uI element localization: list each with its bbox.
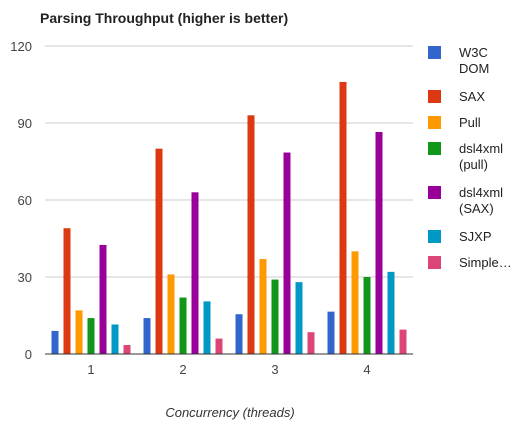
y-tick-label: 90 — [18, 116, 32, 131]
bar-series — [51, 81, 407, 354]
bar-dsl4xml-sax-1 — [99, 244, 107, 354]
bar-w3c-dom-1 — [51, 330, 59, 354]
bar-simple-1 — [123, 345, 131, 354]
bar-dsl4xml-sax-4 — [375, 131, 383, 354]
legend-swatch — [428, 256, 441, 269]
bar-sax-1 — [63, 228, 71, 354]
y-tick-label: 120 — [10, 39, 32, 54]
legend-label: Pull — [459, 115, 481, 130]
bar-pull-4 — [351, 251, 359, 354]
legend-swatch — [428, 46, 441, 59]
bar-pull-2 — [167, 274, 175, 354]
legend-swatch — [428, 116, 441, 129]
bar-sjxp-4 — [387, 271, 395, 354]
y-tick-label: 60 — [18, 193, 32, 208]
bar-sax-2 — [155, 148, 163, 354]
legend-label: (SAX) — [459, 201, 494, 216]
y-axis-ticks: 0 30 60 90 120 — [10, 39, 32, 362]
bar-w3c-dom-2 — [143, 318, 151, 354]
x-tick-label: 1 — [87, 362, 94, 377]
legend-label: dsl4xml — [459, 185, 503, 200]
bar-sjxp-3 — [295, 282, 303, 354]
y-tick-label: 0 — [25, 347, 32, 362]
bar-sax-3 — [247, 115, 255, 354]
x-axis-title: Concurrency (threads) — [165, 405, 294, 420]
bar-simple-3 — [307, 332, 315, 354]
legend-label: DOM — [459, 61, 489, 76]
bar-w3c-dom-4 — [327, 311, 335, 354]
legend: W3CDOMSAXPulldsl4xml(pull)dsl4xml(SAX)SJ… — [428, 45, 512, 270]
legend-label: dsl4xml — [459, 141, 503, 156]
bar-dsl4xml-pull-3 — [271, 279, 279, 354]
bar-dsl4xml-sax-2 — [191, 192, 199, 354]
bar-sjxp-1 — [111, 324, 119, 354]
y-tick-label: 30 — [18, 270, 32, 285]
bar-dsl4xml-pull-4 — [363, 277, 371, 354]
legend-label: SAX — [459, 89, 485, 104]
legend-label: W3C — [459, 45, 488, 60]
legend-swatch — [428, 230, 441, 243]
legend-label: (pull) — [459, 157, 488, 172]
bar-sax-4 — [339, 81, 347, 354]
bar-pull-3 — [259, 259, 267, 354]
bar-pull-1 — [75, 310, 83, 354]
x-tick-label: 2 — [179, 362, 186, 377]
x-axis-ticks: 1 2 3 4 — [87, 362, 370, 377]
bar-dsl4xml-pull-2 — [179, 297, 187, 354]
legend-swatch — [428, 186, 441, 199]
grid-lines — [45, 45, 413, 278]
bar-simple-4 — [399, 329, 407, 354]
x-tick-label: 4 — [363, 362, 370, 377]
x-tick-label: 3 — [271, 362, 278, 377]
legend-swatch — [428, 142, 441, 155]
bar-simple-2 — [215, 338, 223, 354]
legend-swatch — [428, 90, 441, 103]
bar-dsl4xml-sax-3 — [283, 152, 291, 354]
chart-title: Parsing Throughput (higher is better) — [40, 10, 288, 26]
bar-sjxp-2 — [203, 301, 211, 354]
bar-dsl4xml-pull-1 — [87, 318, 95, 354]
legend-label: SJXP — [459, 229, 492, 244]
legend-label: Simple… — [459, 255, 512, 270]
bar-w3c-dom-3 — [235, 314, 243, 354]
